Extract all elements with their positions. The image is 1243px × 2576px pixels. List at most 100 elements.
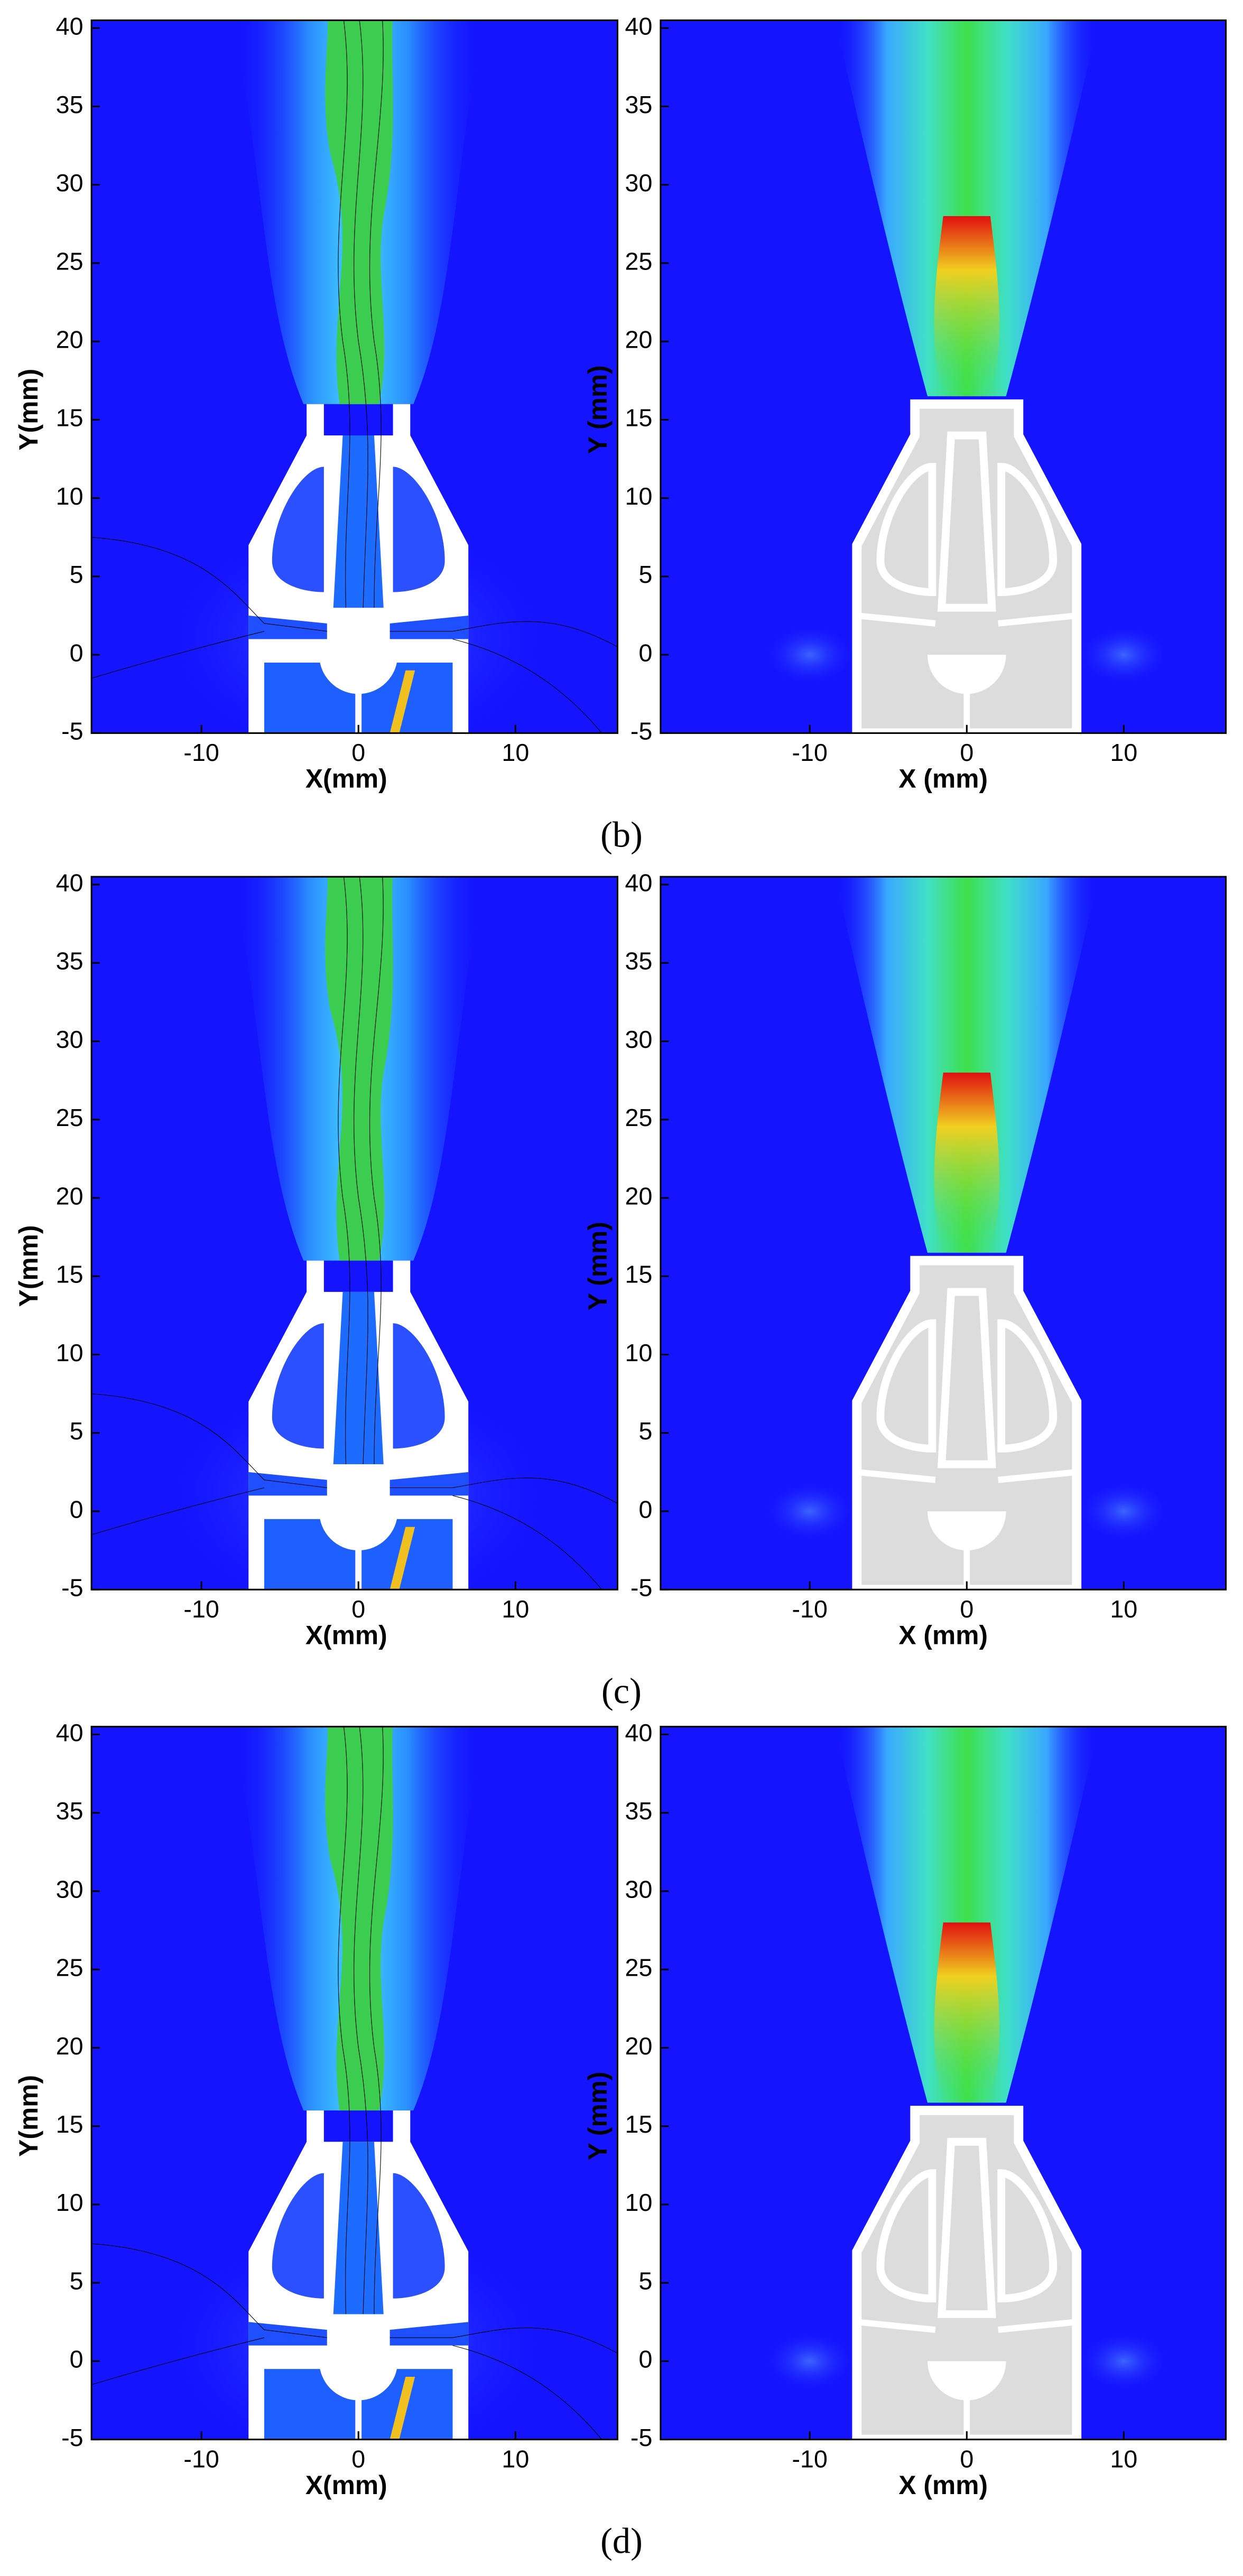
y-tick-label: 15 [56, 1261, 84, 1288]
y-tick-label: 40 [56, 869, 84, 896]
y-tick-label: 35 [56, 91, 84, 118]
y-tick-label: 10 [56, 1339, 84, 1366]
y-tick-label: 40 [625, 1719, 653, 1746]
plot-frame [660, 876, 1227, 1591]
y-tick-label: 5 [638, 561, 652, 588]
x-tick-label: 10 [1110, 739, 1137, 766]
x-axis-title: X(mm) [305, 2470, 387, 2500]
y-tick-label: 25 [625, 1104, 653, 1131]
panel-label: (d) [600, 2521, 643, 2561]
x-tick-label: 0 [351, 1595, 365, 1623]
y-axis-title: Y (mm) [583, 365, 613, 454]
y-tick-label: -5 [630, 718, 653, 745]
y-tick-label: 5 [70, 561, 84, 588]
x-axis-title: X(mm) [305, 1621, 387, 1650]
plot-area [660, 20, 1226, 733]
y-tick-label: -5 [630, 2424, 653, 2451]
x-tick-label: 10 [502, 1595, 529, 1623]
x-tick-label: 10 [1110, 1595, 1137, 1623]
y-tick-label: 25 [625, 247, 653, 275]
plot-area [91, 20, 617, 765]
y-tick-label: 35 [625, 947, 653, 975]
x-axis-title: X (mm) [898, 764, 988, 794]
y-tick-label: 10 [625, 1339, 653, 1366]
plot-area [660, 877, 1226, 1590]
y-tick-label: 10 [625, 482, 653, 510]
x-tick-label: 0 [960, 1595, 973, 1623]
y-tick-label: 30 [56, 1026, 84, 1053]
x-axis-title: X (mm) [898, 2470, 988, 2500]
y-tick-label: 20 [56, 326, 84, 353]
x-tick-label: -10 [792, 2445, 827, 2472]
plot-frame [660, 19, 1227, 734]
y-tick-label: 35 [56, 1797, 84, 1825]
x-tick-label: 10 [502, 2445, 529, 2472]
x-axis-title: X (mm) [898, 1621, 988, 1650]
x-tick-label: 0 [960, 2445, 973, 2472]
y-tick-label: 35 [625, 1797, 653, 1825]
y-axis-title: Y(mm) [14, 2075, 43, 2157]
y-tick-label: 20 [625, 2032, 653, 2060]
y-tick-label: 30 [56, 169, 84, 197]
y-tick-label: 0 [70, 639, 84, 666]
y-axis-title: Y (mm) [583, 1222, 613, 1310]
y-tick-label: 30 [625, 1875, 653, 1903]
y-tick-label: 25 [56, 247, 84, 275]
x-tick-label: 10 [502, 739, 529, 766]
y-tick-label: 30 [625, 1026, 653, 1053]
y-tick-label: 35 [56, 947, 84, 975]
y-tick-label: -5 [61, 718, 84, 745]
y-tick-label: 30 [625, 169, 653, 197]
y-tick-label: -5 [630, 1574, 653, 1602]
y-axis-title: Y(mm) [14, 369, 43, 451]
y-tick-label: 15 [56, 404, 84, 432]
panel-label: (b) [600, 814, 643, 854]
x-tick-label: 0 [960, 739, 973, 766]
y-tick-label: 0 [638, 2346, 652, 2373]
y-tick-label: 20 [625, 1182, 653, 1210]
y-tick-label: 0 [70, 2346, 84, 2373]
y-tick-label: 0 [70, 1495, 84, 1523]
plot-area [660, 1726, 1226, 2440]
y-tick-label: 20 [56, 2032, 84, 2060]
x-tick-label: -10 [792, 1595, 827, 1623]
y-tick-label: 15 [56, 2110, 84, 2138]
x-tick-label: -10 [183, 2445, 219, 2472]
plot-area [91, 877, 617, 1590]
y-tick-label: 15 [625, 1261, 653, 1288]
panel-label: (c) [601, 1671, 642, 1711]
y-tick-label: 10 [56, 482, 84, 510]
y-tick-label: 5 [638, 2267, 652, 2294]
plot-frame [90, 19, 619, 734]
plot-frame [90, 1726, 619, 2441]
y-tick-label: 30 [56, 1875, 84, 1903]
x-tick-label: -10 [183, 739, 219, 766]
x-tick-label: 0 [351, 739, 365, 766]
y-tick-label: -5 [61, 2424, 84, 2451]
y-tick-label: 10 [56, 2189, 84, 2216]
y-tick-label: 5 [638, 1417, 652, 1445]
y-axis-title: Y(mm) [14, 1225, 43, 1307]
x-axis-title: X(mm) [305, 764, 387, 794]
plot-frame [90, 876, 619, 1591]
y-tick-label: 25 [56, 1104, 84, 1131]
plot-area [91, 1726, 617, 2471]
x-tick-label: -10 [792, 739, 827, 766]
x-tick-label: 10 [1110, 2445, 1137, 2472]
y-tick-label: 20 [625, 326, 653, 353]
y-tick-label: 40 [625, 869, 653, 896]
y-tick-label: 10 [625, 2189, 653, 2216]
y-tick-label: -5 [61, 1574, 84, 1602]
x-tick-label: -10 [183, 1595, 219, 1623]
y-tick-label: 5 [70, 1417, 84, 1445]
y-tick-label: 40 [56, 1719, 84, 1746]
y-tick-label: 25 [56, 1954, 84, 1982]
x-tick-label: 0 [351, 2445, 365, 2472]
y-tick-label: 15 [625, 2110, 653, 2138]
y-tick-label: 35 [625, 91, 653, 118]
y-tick-label: 0 [638, 639, 652, 666]
y-tick-label: 40 [56, 13, 84, 40]
y-axis-title: Y (mm) [583, 2071, 613, 2160]
y-tick-label: 15 [625, 404, 653, 432]
